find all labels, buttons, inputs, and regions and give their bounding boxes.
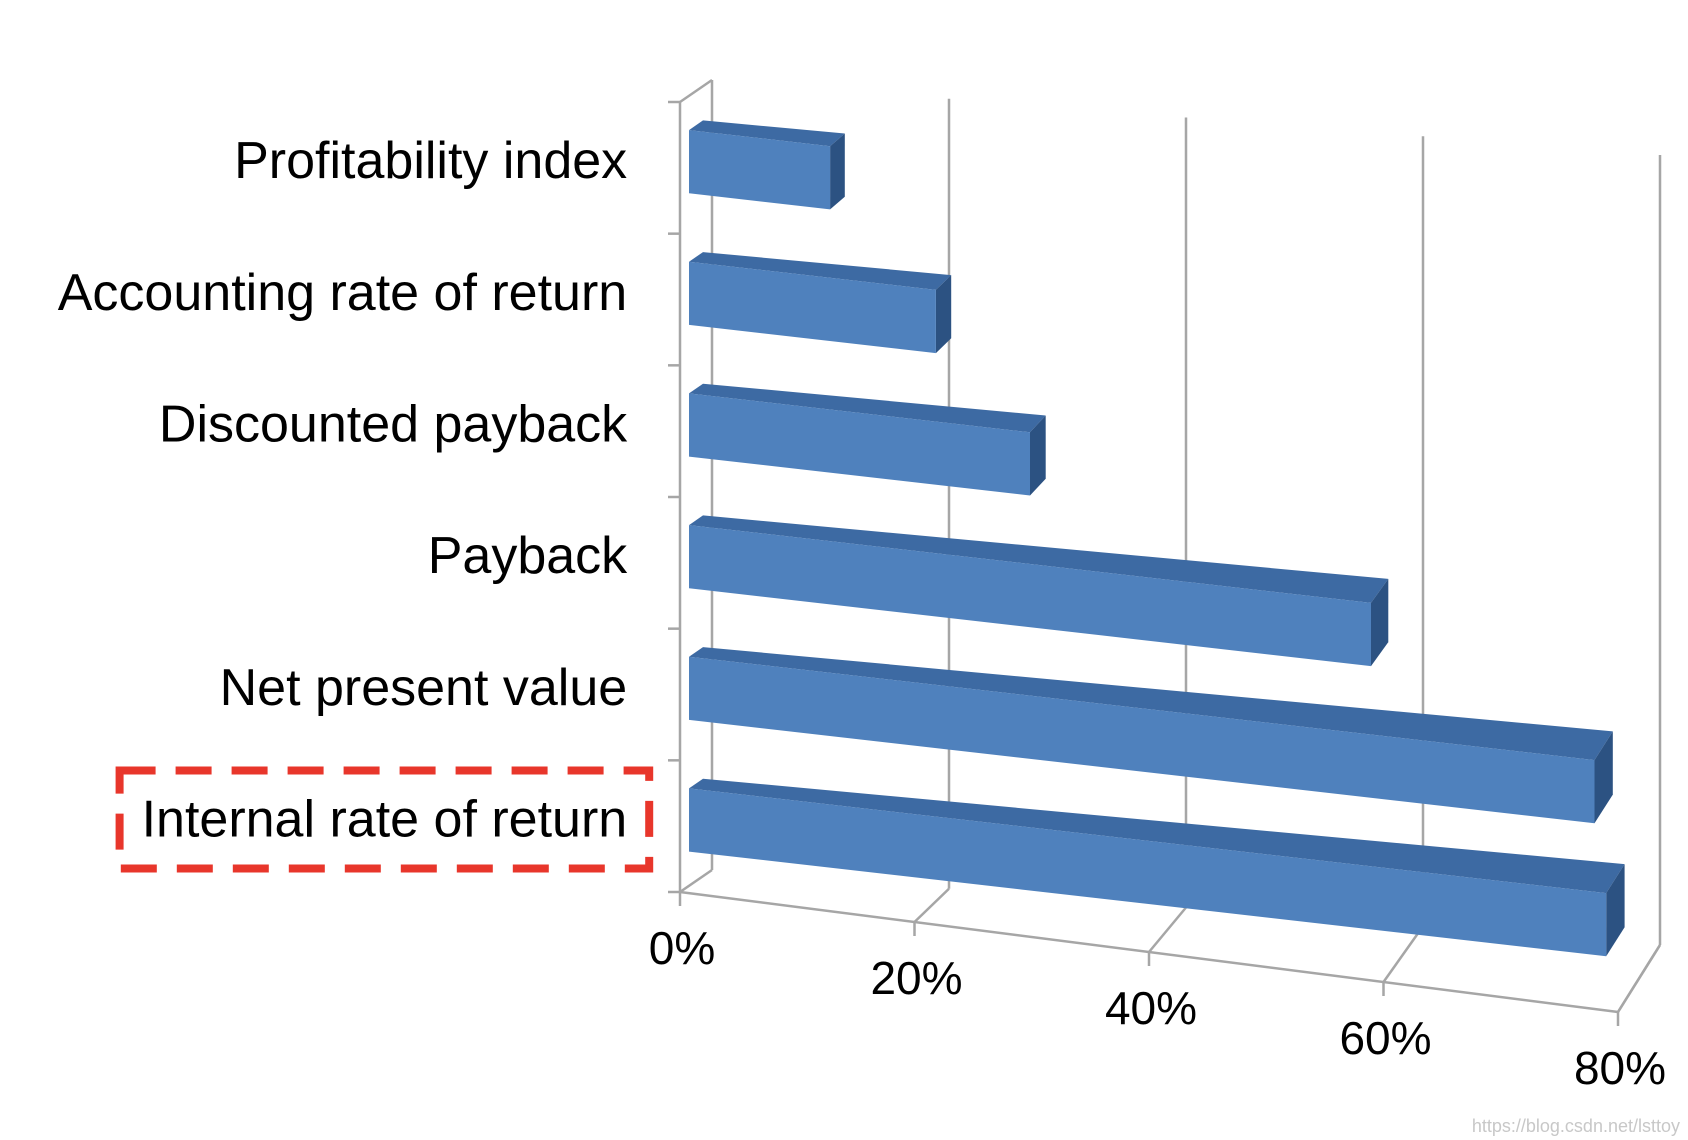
bar-top-face	[689, 515, 1389, 603]
wall-top-edge	[679, 78, 713, 104]
bar	[689, 120, 845, 210]
bar-front-face	[689, 788, 1607, 957]
floor-gridline	[679, 868, 713, 894]
x-tick-label: 60%	[1339, 1012, 1431, 1064]
bar-side-face	[935, 275, 952, 354]
bar-side-face	[1594, 731, 1613, 824]
bar-side-face	[1606, 864, 1625, 957]
floor-gridline	[913, 887, 950, 923]
bar-side-face	[830, 133, 845, 210]
category-label: Net present value	[220, 659, 628, 717]
category-label: Internal rate of return	[142, 790, 628, 848]
category-label: Payback	[428, 527, 628, 585]
x-tick-label: 0%	[649, 922, 715, 974]
x-tick-label: 80%	[1574, 1042, 1666, 1094]
floor-right-edge	[1616, 944, 1662, 1013]
bar	[689, 778, 1625, 957]
bar-side-face	[1371, 578, 1389, 667]
category-label: Profitability index	[234, 132, 627, 190]
bar-front-face	[689, 656, 1595, 824]
category-label: Accounting rate of return	[58, 264, 627, 322]
watermark-text: https://blog.csdn.net/lsttoy	[1472, 1116, 1680, 1136]
bar	[689, 515, 1389, 667]
bar-top-face	[689, 778, 1625, 894]
bar-side-face	[1030, 415, 1046, 496]
bar-front-face	[689, 130, 831, 210]
bar	[689, 647, 1613, 824]
bar-top-face	[689, 120, 845, 147]
x-tick-label: 40%	[1105, 982, 1197, 1034]
floor-gridline	[1382, 925, 1425, 983]
bar-front-face	[689, 525, 1371, 667]
category-labels: Profitability index Accounting rate of re…	[58, 132, 628, 848]
floor-gridline	[1148, 906, 1187, 953]
bar-top-face	[689, 383, 1046, 433]
highlight-box	[115, 766, 654, 873]
bar	[689, 383, 1046, 496]
axis-line-bottom	[679, 890, 1619, 1014]
bar-top-face	[689, 647, 1613, 761]
chart-bars	[689, 120, 1625, 957]
bar	[689, 252, 952, 354]
x-tick-labels: 0% 20% 40% 60% 80%	[649, 922, 1666, 1094]
bar-front-face	[689, 393, 1030, 496]
bar-top-face	[689, 252, 952, 290]
category-label: Discounted payback	[159, 395, 628, 453]
x-tick-label: 20%	[870, 952, 962, 1004]
bar-front-face	[689, 261, 936, 354]
